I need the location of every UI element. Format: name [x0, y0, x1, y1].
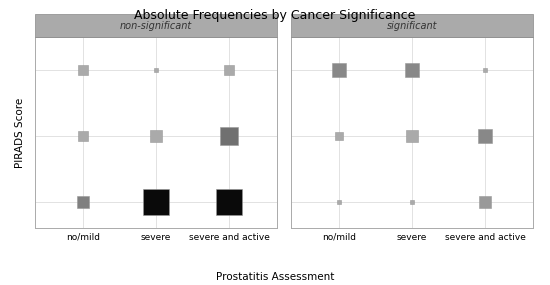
Text: Absolute Frequencies by Cancer Significance: Absolute Frequencies by Cancer Significa…	[134, 9, 416, 22]
Point	[225, 200, 234, 204]
Point	[334, 200, 343, 204]
FancyBboxPatch shape	[35, 14, 277, 37]
Point	[79, 68, 87, 72]
Point	[152, 200, 161, 204]
Text: non-significant: non-significant	[120, 21, 192, 30]
Point	[481, 68, 490, 72]
Text: significant: significant	[387, 21, 437, 30]
Point	[334, 68, 343, 72]
Point	[408, 68, 416, 72]
Point	[334, 134, 343, 138]
Point	[481, 200, 490, 204]
Point	[408, 134, 416, 138]
Text: Prostatitis Assessment: Prostatitis Assessment	[216, 272, 334, 282]
Point	[225, 134, 234, 138]
Point	[79, 134, 87, 138]
FancyBboxPatch shape	[292, 14, 533, 37]
Point	[481, 134, 490, 138]
Point	[79, 200, 87, 204]
Y-axis label: PIRADS Score: PIRADS Score	[15, 97, 25, 168]
Point	[152, 68, 161, 72]
Point	[225, 68, 234, 72]
Point	[152, 134, 161, 138]
Point	[408, 200, 416, 204]
